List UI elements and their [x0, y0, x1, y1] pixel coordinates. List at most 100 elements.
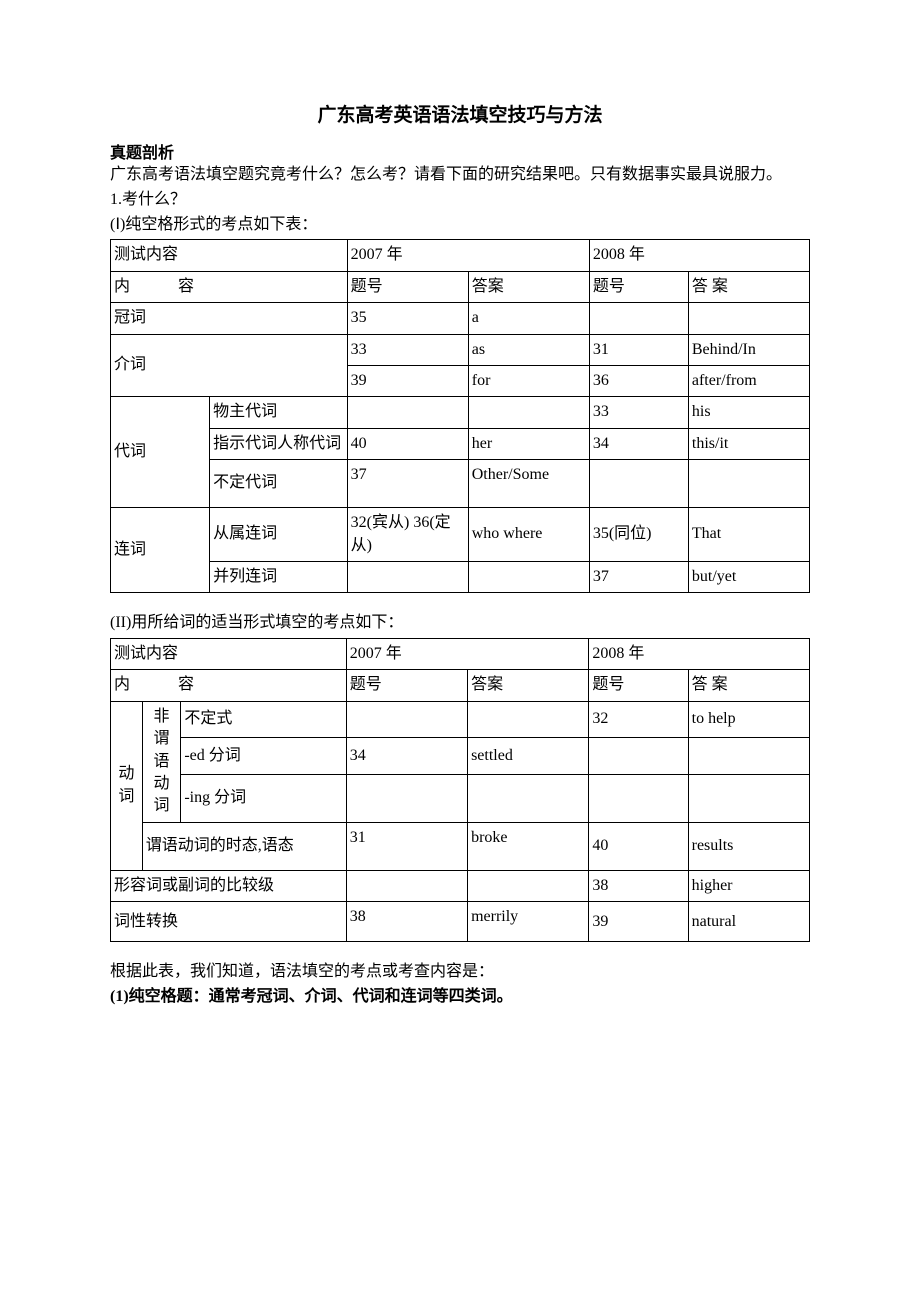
cell-qnum — [346, 774, 467, 822]
intro-paragraph: 广东高考语法填空题究竟考什么？怎么考？请看下面的研究结果吧。只有数据事实最具说服… — [110, 163, 810, 188]
cell-subcategory: 并列连词 — [210, 561, 348, 592]
cell-qnum — [589, 460, 688, 508]
conclusion-2: (1)纯空格题：通常考冠词、介词、代词和连词等四类词。 — [110, 985, 810, 1010]
cell-answer — [468, 561, 589, 592]
cell-answer: Other/Some — [468, 460, 589, 508]
cell-answer: who where — [468, 508, 589, 562]
cell-answer — [468, 397, 589, 428]
cell-answer — [688, 303, 809, 334]
table-row: 指示代词人称代词 40 her 34 this/it — [111, 428, 810, 459]
table-row: 测试内容 2007 年 2008 年 — [111, 240, 810, 271]
table-1: 测试内容 2007 年 2008 年 内 容 题号 答案 题号 答 案 冠词 3… — [110, 239, 810, 593]
cell-subcategory: 不定式 — [181, 701, 346, 737]
cell-answer: natural — [688, 902, 809, 942]
cell-qnum: 38 — [346, 902, 467, 942]
conclusion-1: 根据此表，我们知道，语法填空的考点或考查内容是： — [110, 960, 810, 985]
cell-category: 代词 — [111, 397, 210, 508]
section-header: 真题剖析 — [110, 139, 810, 163]
cell-qnum — [346, 701, 467, 737]
cell-qnum: 35(同位) — [589, 508, 688, 562]
header-test-content: 测试内容 — [111, 639, 347, 670]
header-year1: 2007 年 — [346, 639, 589, 670]
cell-answer: to help — [688, 701, 809, 737]
cell-qnum — [347, 397, 468, 428]
cell-category: 介词 — [111, 334, 348, 397]
cell-qnum: 34 — [589, 428, 688, 459]
table-row: 内 容 题号 答案 题号 答 案 — [111, 271, 810, 302]
table-row: -ing 分词 — [111, 774, 810, 822]
cell-subcategory: -ing 分词 — [181, 774, 346, 822]
cell-qnum — [346, 870, 467, 901]
cell-qnum: 33 — [589, 397, 688, 428]
cell-answer: but/yet — [688, 561, 809, 592]
cell-subcategory: -ed 分词 — [181, 738, 346, 774]
cell-qnum: 37 — [589, 561, 688, 592]
table1-caption: (Ⅰ)纯空格形式的考点如下表： — [110, 213, 810, 238]
table-row: -ed 分词 34 settled — [111, 738, 810, 774]
table-row: 动词 非谓语动词 不定式 32 to help — [111, 701, 810, 737]
table-row: 词性转换 38 merrily 39 natural — [111, 902, 810, 942]
table2-caption: (II)用所给词的适当形式填空的考点如下： — [110, 611, 810, 636]
cell-qnum: 35 — [347, 303, 468, 334]
table-row: 冠词 35 a — [111, 303, 810, 334]
cell-qnum — [347, 561, 468, 592]
cell-qnum: 40 — [589, 822, 688, 870]
cell-answer — [688, 460, 809, 508]
cell-subcategory: 物主代词 — [210, 397, 348, 428]
cell-answer: a — [468, 303, 589, 334]
cell-qnum: 32 — [589, 701, 688, 737]
header-qnum1: 题号 — [346, 670, 467, 701]
cell-qnum: 32(宾从) 36(定从) — [347, 508, 468, 562]
cell-answer: broke — [468, 822, 589, 870]
cell-answer: after/from — [688, 365, 809, 396]
cell-answer — [468, 774, 589, 822]
cell-qnum: 33 — [347, 334, 468, 365]
cell-answer — [468, 870, 589, 901]
table-row: 测试内容 2007 年 2008 年 — [111, 639, 810, 670]
header-answer1: 答案 — [468, 670, 589, 701]
cell-qnum: 31 — [589, 334, 688, 365]
header-qnum2: 题号 — [589, 670, 688, 701]
cell-qnum: 31 — [346, 822, 467, 870]
cell-answer: merrily — [468, 902, 589, 942]
header-answer2: 答 案 — [688, 271, 809, 302]
cell-answer: for — [468, 365, 589, 396]
header-year2: 2008 年 — [589, 639, 810, 670]
table-row: 形容词或副词的比较级 38 higher — [111, 870, 810, 901]
header-answer1: 答案 — [468, 271, 589, 302]
cell-answer: Behind/In — [688, 334, 809, 365]
cell-subcategory: 从属连词 — [210, 508, 348, 562]
cell-subcategory: 非谓语动词 — [142, 701, 181, 822]
header-content: 内 容 — [111, 670, 347, 701]
cell-category: 词性转换 — [111, 902, 347, 942]
cell-qnum: 34 — [346, 738, 467, 774]
cell-qnum: 38 — [589, 870, 688, 901]
table-row: 不定代词 37 Other/Some — [111, 460, 810, 508]
cell-answer: this/it — [688, 428, 809, 459]
cell-qnum — [589, 738, 688, 774]
cell-qnum: 36 — [589, 365, 688, 396]
cell-subcategory: 谓语动词的时态,语态 — [142, 822, 346, 870]
header-year2: 2008 年 — [589, 240, 809, 271]
cell-category: 连词 — [111, 508, 210, 593]
question-1: 1.考什么？ — [110, 188, 810, 213]
cell-answer — [468, 701, 589, 737]
cell-answer: results — [688, 822, 809, 870]
table-row: 并列连词 37 but/yet — [111, 561, 810, 592]
header-qnum1: 题号 — [347, 271, 468, 302]
table-row: 介词 33 as 31 Behind/In — [111, 334, 810, 365]
header-year1: 2007 年 — [347, 240, 589, 271]
cell-answer: his — [688, 397, 809, 428]
table-row: 内 容 题号 答案 题号 答 案 — [111, 670, 810, 701]
cell-subcategory: 指示代词人称代词 — [210, 428, 348, 459]
cell-answer: That — [688, 508, 809, 562]
cell-category: 动词 — [111, 701, 143, 870]
cell-qnum — [589, 774, 688, 822]
cell-answer: her — [468, 428, 589, 459]
cell-answer: as — [468, 334, 589, 365]
table-row: 连词 从属连词 32(宾从) 36(定从) who where 35(同位) T… — [111, 508, 810, 562]
cell-answer: settled — [468, 738, 589, 774]
cell-subcategory: 不定代词 — [210, 460, 348, 508]
header-test-content: 测试内容 — [111, 240, 348, 271]
cell-qnum: 37 — [347, 460, 468, 508]
